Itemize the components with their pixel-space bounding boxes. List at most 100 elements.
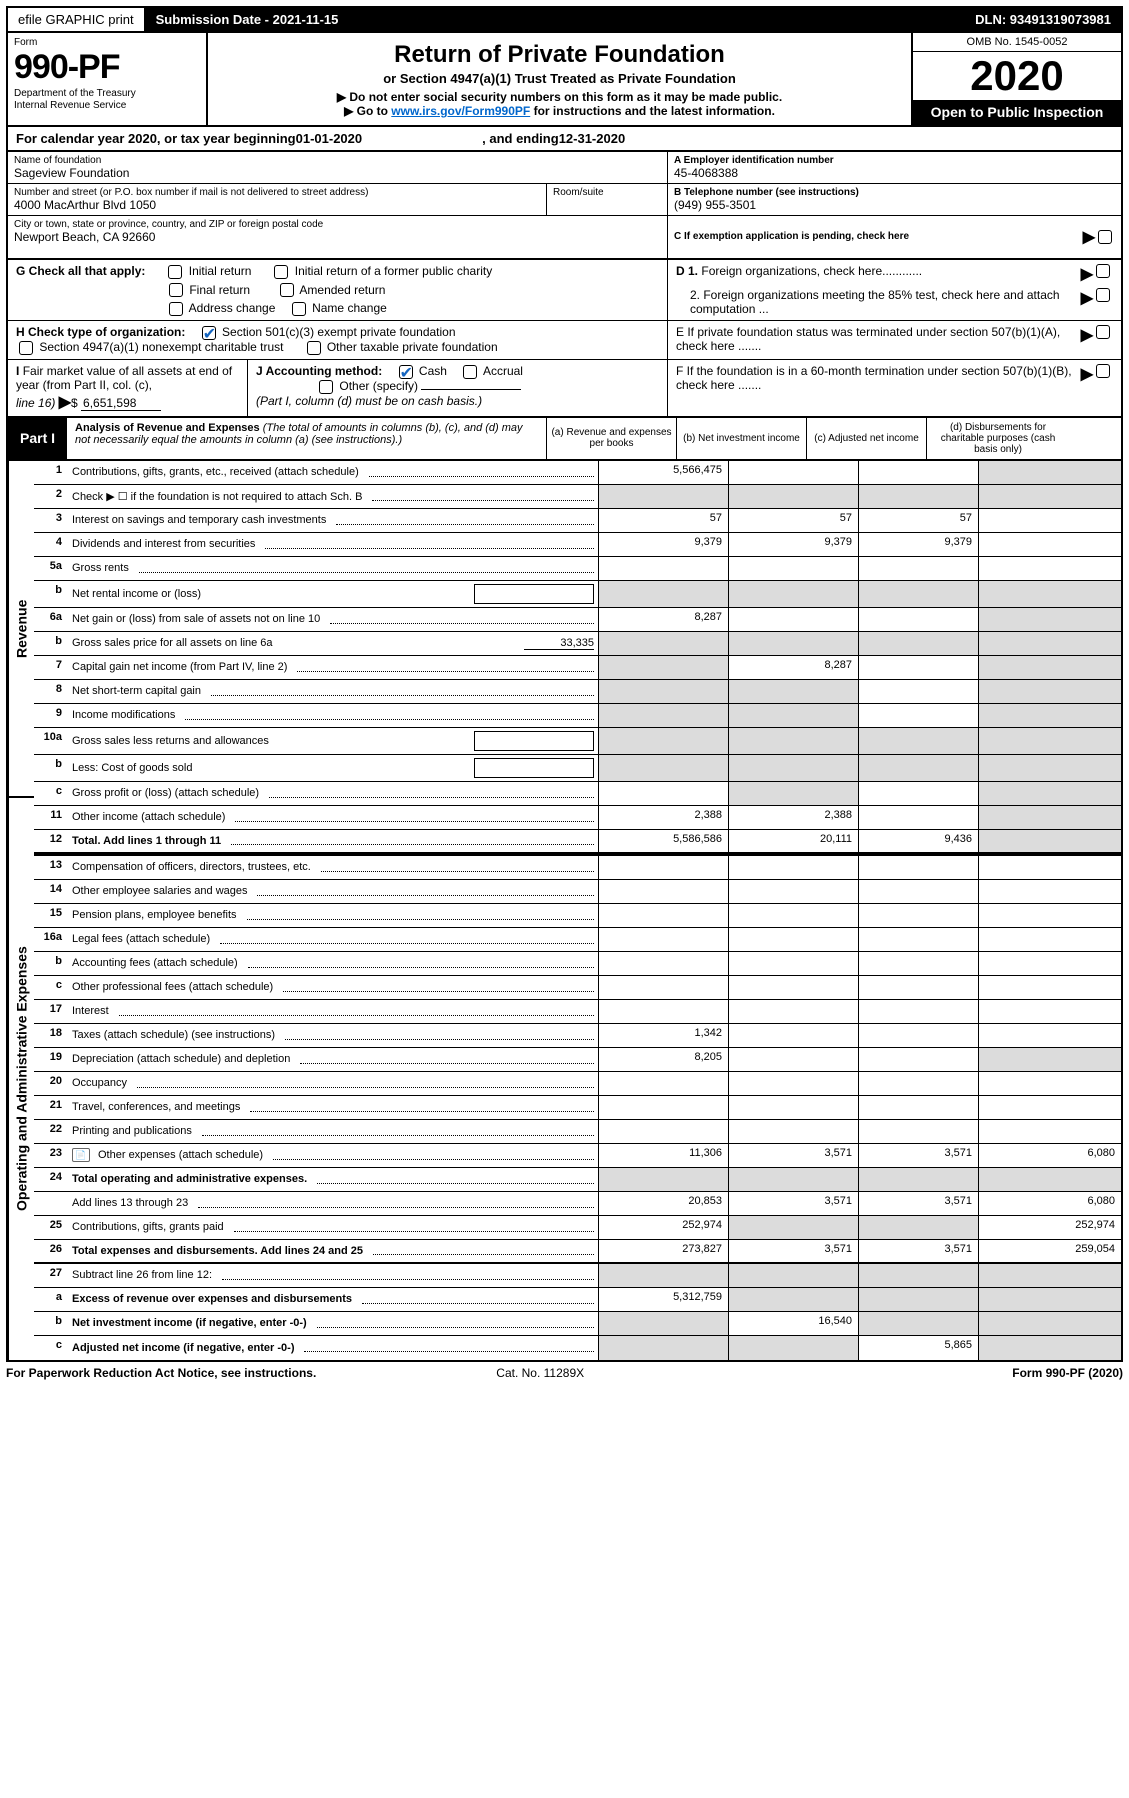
address-row: Number and street (or P.O. box number if…: [8, 184, 667, 216]
cell-d: [979, 880, 1121, 903]
dept-treasury: Department of the Treasury: [14, 88, 200, 100]
cell-c: 3,571: [859, 1240, 979, 1262]
cell-b: [729, 1336, 859, 1360]
cell-c: [859, 1072, 979, 1095]
part1-title: Analysis of Revenue and Expenses: [75, 422, 260, 434]
line-label: Other professional fees (attach schedule…: [68, 976, 599, 999]
cell-b: 3,571: [729, 1240, 859, 1262]
line-2: 2Check ▶ ☐ if the foundation is not requ…: [34, 485, 1121, 509]
top-bar: efile GRAPHIC print Submission Date - 20…: [6, 6, 1123, 33]
schedule-icon[interactable]: 📄: [72, 1148, 90, 1162]
cell-d: [979, 1336, 1121, 1360]
e-checkbox[interactable]: [1096, 325, 1110, 339]
tax-year: 2020: [913, 52, 1121, 100]
j-cash-checkbox[interactable]: [399, 365, 413, 379]
cell-d: [979, 1264, 1121, 1287]
c-cell: C If exemption application is pending, c…: [668, 216, 1121, 258]
cell-b: 57: [729, 509, 859, 532]
cell-b: [729, 632, 859, 655]
g-address-checkbox[interactable]: [169, 302, 183, 316]
ein-cell: A Employer identification number 45-4068…: [668, 152, 1121, 184]
cell-d: 6,080: [979, 1192, 1121, 1215]
line-num: 14: [34, 880, 68, 903]
f-txt: F If the foundation is in a 60-month ter…: [676, 364, 1081, 392]
g-o1: Initial return: [189, 264, 252, 278]
cell-c: [859, 782, 979, 805]
cell-a: 5,586,586: [599, 830, 729, 852]
cell-c: [859, 1048, 979, 1071]
cell-b: [729, 1120, 859, 1143]
room-lbl: Room/suite: [553, 187, 661, 198]
cell-b: [729, 608, 859, 631]
g-amended-checkbox[interactable]: [280, 283, 294, 297]
line-num: 11: [34, 806, 68, 829]
line-17: 17Interest: [34, 1000, 1121, 1024]
cell-c: 9,436: [859, 830, 979, 852]
line-num: 25: [34, 1216, 68, 1239]
line-16b: bAccounting fees (attach schedule): [34, 952, 1121, 976]
cell-c: [859, 976, 979, 999]
f-checkbox[interactable]: [1096, 364, 1110, 378]
i-lbl: Fair market value of all assets at end o…: [16, 364, 232, 392]
d1-arrow: ▶: [1081, 264, 1093, 284]
cell-c: [859, 680, 979, 703]
header-right: OMB No. 1545-0052 2020 Open to Public In…: [911, 33, 1121, 125]
footer-left: For Paperwork Reduction Act Notice, see …: [6, 1366, 316, 1380]
line-4: 4Dividends and interest from securities9…: [34, 533, 1121, 557]
period-end: 12-31-2020: [559, 131, 626, 146]
cell-d: [979, 704, 1121, 727]
g-block: G Check all that apply: Initial return I…: [8, 260, 668, 320]
line-27: 27Subtract line 26 from line 12:: [34, 1264, 1121, 1288]
line-label: Interest: [68, 1000, 599, 1023]
line-num: 13: [34, 856, 68, 879]
cell-a: [599, 1000, 729, 1023]
cell-b: 9,379: [729, 533, 859, 556]
g-initial-checkbox[interactable]: [168, 265, 182, 279]
cell-a: [599, 755, 729, 781]
cell-a: [599, 1336, 729, 1360]
period-mid: , and ending: [482, 131, 559, 146]
h-4947-checkbox[interactable]: [19, 341, 33, 355]
cell-a: [599, 680, 729, 703]
cell-b: [729, 1096, 859, 1119]
g-o5: Address change: [189, 301, 276, 315]
dept-irs: Internal Revenue Service: [14, 100, 200, 112]
address-cell: Number and street (or P.O. box number if…: [8, 184, 547, 215]
cell-b: [729, 485, 859, 508]
cell-b: 3,571: [729, 1192, 859, 1215]
cell-b: 8,287: [729, 656, 859, 679]
line-1: 1Contributions, gifts, grants, etc., rec…: [34, 461, 1121, 485]
line-num: 20: [34, 1072, 68, 1095]
cell-a: [599, 1168, 729, 1191]
line-label: Occupancy: [68, 1072, 599, 1095]
line-num: b: [34, 632, 68, 655]
g-final-checkbox[interactable]: [169, 283, 183, 297]
d1-checkbox[interactable]: [1096, 264, 1110, 278]
cell-b: 20,111: [729, 830, 859, 852]
instr-link[interactable]: www.irs.gov/Form990PF: [391, 104, 530, 118]
cell-d: [979, 782, 1121, 805]
h-o2: Section 4947(a)(1) nonexempt charitable …: [39, 340, 283, 354]
city: Newport Beach, CA 92660: [14, 230, 661, 244]
line-num: 7: [34, 656, 68, 679]
cell-a: [599, 856, 729, 879]
col-c-head: (c) Adjusted net income: [807, 418, 927, 459]
cell-c: [859, 1288, 979, 1311]
j-other-checkbox[interactable]: [319, 380, 333, 394]
cell-a: [599, 928, 729, 951]
g-initial-former-checkbox[interactable]: [274, 265, 288, 279]
cell-c: [859, 1168, 979, 1191]
cell-b: [729, 755, 859, 781]
g-name-checkbox[interactable]: [292, 302, 306, 316]
j-accrual-checkbox[interactable]: [463, 365, 477, 379]
cell-a: [599, 581, 729, 607]
cell-c: [859, 608, 979, 631]
cell-d: [979, 1000, 1121, 1023]
cell-d: [979, 557, 1121, 580]
h-other-checkbox[interactable]: [307, 341, 321, 355]
c-checkbox[interactable]: [1098, 230, 1112, 244]
cell-a: 11,306: [599, 1144, 729, 1167]
cell-a: 8,205: [599, 1048, 729, 1071]
h-501c3-checkbox[interactable]: [202, 326, 216, 340]
d2-checkbox[interactable]: [1096, 288, 1110, 302]
